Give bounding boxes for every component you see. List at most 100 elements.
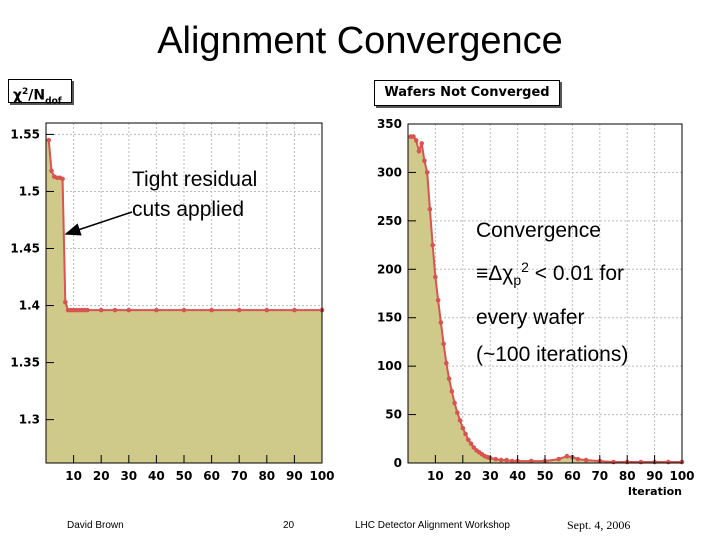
slide-title: Alignment Convergence <box>157 20 563 62</box>
data-point <box>666 459 671 465</box>
x-tick-label: 60 <box>203 469 220 483</box>
x-axis-title: Iteration <box>628 485 682 498</box>
data-point <box>433 274 438 280</box>
data-point <box>422 158 427 164</box>
data-point <box>264 307 270 313</box>
data-point <box>611 459 616 465</box>
data-point <box>424 170 430 175</box>
data-point <box>457 418 463 423</box>
data-point <box>236 307 242 313</box>
criterion-line: ≡Δχp2 < 0.01 for <box>476 259 625 289</box>
x-tick-label: 80 <box>619 469 636 483</box>
footer-author: David Brown <box>67 520 124 531</box>
x-tick-label: 30 <box>120 469 137 483</box>
data-point <box>292 307 297 313</box>
x-tick-label: 10 <box>427 469 444 483</box>
data-point <box>112 307 118 313</box>
y-tick-label: 250 <box>377 214 402 228</box>
data-point <box>419 141 425 146</box>
x-tick-label: 50 <box>176 469 193 483</box>
series-area <box>46 140 322 464</box>
data-point <box>46 137 52 143</box>
data-point <box>427 206 433 212</box>
data-point <box>449 389 455 394</box>
data-point <box>452 400 457 406</box>
data-point <box>209 307 214 313</box>
data-point <box>575 456 581 462</box>
footer-page-number: 20 <box>283 520 295 531</box>
x-tick-label: 40 <box>148 469 165 483</box>
x-tick-label: 60 <box>564 469 581 483</box>
x-tick-label: 30 <box>482 469 499 483</box>
y-tick-label: 1.3 <box>19 413 40 427</box>
data-point <box>413 138 419 143</box>
data-point <box>638 459 644 465</box>
data-point <box>504 457 509 463</box>
x-tick-label: 90 <box>646 469 663 483</box>
data-point <box>493 456 498 462</box>
data-point <box>583 457 589 463</box>
tight-cuts-annotation: Tight residual cuts applied <box>132 165 257 225</box>
x-tick-label: 70 <box>591 469 608 483</box>
y-tick-label: 150 <box>377 311 402 325</box>
y-tick-label: 1.45 <box>10 242 40 256</box>
data-point <box>444 360 449 366</box>
data-point <box>60 176 65 182</box>
x-tick-label: 20 <box>454 469 471 483</box>
data-point <box>463 431 468 437</box>
y-tick-label: 1.35 <box>10 356 40 370</box>
footer-date: Sept. 4, 2006 <box>567 518 631 532</box>
x-tick-label: 40 <box>509 469 526 483</box>
data-point <box>126 307 132 313</box>
data-point <box>564 453 570 459</box>
data-point <box>430 242 435 248</box>
convergence-annotation: Convergence ≡Δχp2 < 0.01 for every wafer… <box>476 212 628 373</box>
convergence-line: Convergence <box>476 219 601 242</box>
x-tick-label: 10 <box>65 469 82 483</box>
data-point <box>98 307 104 313</box>
iterations-line: (~100 iterations) <box>476 343 629 367</box>
data-point <box>455 410 460 415</box>
y-tick-label: 0 <box>394 456 402 470</box>
y-tick-label: 1.4 <box>19 299 40 313</box>
data-point <box>509 458 515 464</box>
data-point <box>63 299 68 305</box>
x-tick-label: 70 <box>231 469 248 483</box>
data-point <box>529 458 534 464</box>
data-point <box>471 445 477 450</box>
data-point <box>465 437 471 443</box>
data-point <box>411 134 416 139</box>
x-tick-label: 100 <box>309 469 334 483</box>
x-tick-label: 100 <box>669 469 694 483</box>
data-point <box>556 456 561 462</box>
data-point <box>446 376 452 382</box>
x-tick-label: 20 <box>93 469 110 483</box>
y-tick-label: 100 <box>377 359 402 373</box>
wafer-line: every wafer <box>476 306 585 330</box>
data-point <box>435 297 441 303</box>
data-point <box>460 425 466 431</box>
annotation-arrow <box>64 211 133 236</box>
series-area <box>408 136 682 463</box>
wafers-chart: 10 20 30 40 50 60 70 80 90 100 0 50 100 150 200 250 300 3… <box>377 117 695 498</box>
x-tick-label: 50 <box>537 469 554 483</box>
data-point <box>85 307 90 313</box>
y-tick-label: 300 <box>377 165 402 179</box>
chi2-chart: 10 20 30 40 50 60 70 80 90 100 1.3 1.35 1.4 1.45 1.5 1.… <box>10 122 335 483</box>
footer-event: LHC Detector Alignment Workshop <box>355 520 510 531</box>
data-point <box>468 441 474 446</box>
wafers-chart-title: Wafers Not Converged <box>374 80 560 106</box>
chi2-chart-title: χ2/Ndof <box>8 79 72 106</box>
y-tick-label: 1.5 <box>19 184 40 198</box>
y-tick-label: 50 <box>385 408 402 422</box>
data-point <box>498 457 504 463</box>
annotation-line: Tight residual <box>132 168 258 191</box>
y-tick-label: 200 <box>377 262 402 276</box>
y-tick-label: 350 <box>377 117 402 131</box>
annotation-line: cuts applied <box>132 198 245 221</box>
data-point <box>154 307 159 313</box>
data-point <box>49 168 54 174</box>
x-tick-label: 90 <box>286 469 303 483</box>
data-point <box>416 148 422 154</box>
